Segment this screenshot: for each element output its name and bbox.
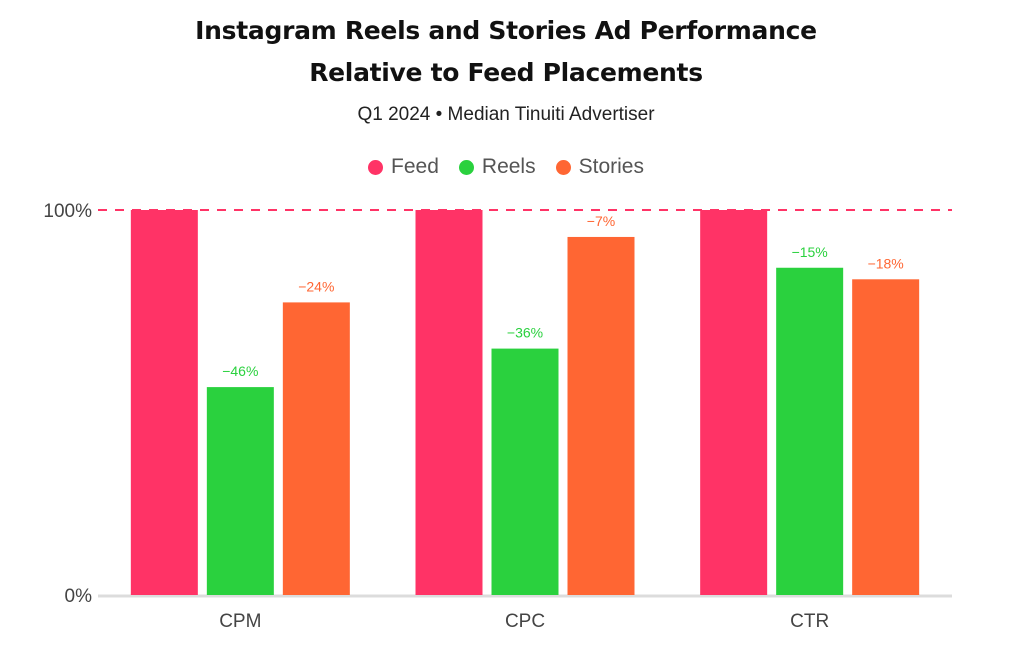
x-tick-label-ctr: CTR	[790, 611, 829, 632]
bar-reels-ctr	[776, 267, 844, 595]
y-tick-label-0: 0%	[65, 586, 93, 607]
legend-label-reels: Reels	[481, 155, 536, 178]
bar-stories-ctr	[852, 279, 920, 595]
legend-label-feed: Feed	[391, 155, 439, 178]
bar-stories-cpm	[282, 302, 350, 595]
data-label-reels-ctr: −15%	[792, 244, 828, 260]
legend-marker-feed	[368, 159, 384, 175]
bar-feed-cpc	[415, 210, 483, 595]
legend-marker-stories	[555, 159, 571, 175]
data-label-reels-cpm: −46%	[222, 363, 258, 379]
bar-feed-cpm	[130, 210, 198, 595]
data-label-stories-cpc: −7%	[587, 213, 615, 229]
legend-item-feed[interactable]: Feed	[368, 155, 439, 179]
chart-subtitle: Q1 2024 • Median Tinuiti Advertiser	[357, 104, 655, 125]
legend-item-stories[interactable]: Stories	[555, 155, 644, 179]
bar-reels-cpc	[491, 348, 559, 595]
bar-feed-ctr	[700, 210, 768, 595]
chart-title-line-1: Instagram Reels and Stories Ad Performan…	[195, 16, 817, 45]
data-label-reels-cpc: −36%	[507, 325, 543, 341]
legend-item-reels[interactable]: Reels	[458, 155, 536, 179]
chart-title-line-2: Relative to Feed Placements	[309, 58, 703, 87]
data-label-stories-ctr: −18%	[868, 255, 904, 271]
legend-marker-reels	[458, 159, 474, 175]
bar-reels-cpm	[206, 387, 274, 595]
data-label-stories-cpm: −24%	[298, 278, 334, 294]
x-tick-label-cpm: CPM	[219, 611, 261, 632]
y-tick-label-100: 100%	[43, 201, 92, 222]
legend-label-stories: Stories	[578, 155, 644, 178]
bar-stories-cpc	[567, 236, 635, 595]
legend: Feed Reels Stories	[0, 155, 1012, 179]
x-tick-label-cpc: CPC	[505, 611, 545, 632]
